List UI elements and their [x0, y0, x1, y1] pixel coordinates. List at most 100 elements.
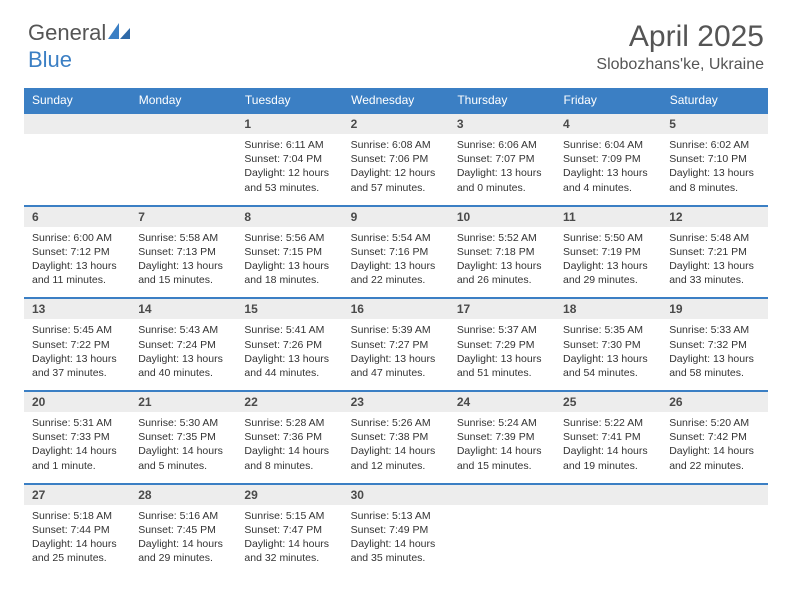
sunrise-label: Sunrise: 5:20 AM — [669, 416, 759, 430]
brand-logo: GeneralBlue — [28, 20, 132, 73]
day-number: 28 — [130, 485, 236, 505]
sunrise-label: Sunrise: 5:56 AM — [244, 231, 334, 245]
day-details: Sunrise: 5:41 AMSunset: 7:26 PMDaylight:… — [236, 319, 342, 390]
day-details — [661, 505, 767, 567]
dow-row: Sunday Monday Tuesday Wednesday Thursday… — [24, 88, 768, 113]
day-number: 21 — [130, 392, 236, 412]
daylight-label: Daylight: 13 hours and 47 minutes. — [351, 352, 441, 380]
sunset-label: Sunset: 7:09 PM — [563, 152, 653, 166]
day-cell: 20 Sunrise: 5:31 AMSunset: 7:33 PMDayligh… — [24, 391, 130, 484]
daylight-label: Daylight: 13 hours and 15 minutes. — [138, 259, 228, 287]
daylight-label: Daylight: 12 hours and 57 minutes. — [351, 166, 441, 194]
daylight-label: Daylight: 14 hours and 35 minutes. — [351, 537, 441, 565]
sunset-label: Sunset: 7:21 PM — [669, 245, 759, 259]
sunrise-label: Sunrise: 5:50 AM — [563, 231, 653, 245]
sunset-label: Sunset: 7:42 PM — [669, 430, 759, 444]
day-details: Sunrise: 5:20 AMSunset: 7:42 PMDaylight:… — [661, 412, 767, 483]
day-cell — [130, 113, 236, 206]
day-cell — [555, 484, 661, 576]
location-label: Slobozhans'ke, Ukraine — [596, 56, 764, 74]
daylight-label: Daylight: 13 hours and 0 minutes. — [457, 166, 547, 194]
calendar-table: Sunday Monday Tuesday Wednesday Thursday… — [24, 88, 768, 575]
sunset-label: Sunset: 7:07 PM — [457, 152, 547, 166]
day-number — [449, 485, 555, 505]
day-details: Sunrise: 5:28 AMSunset: 7:36 PMDaylight:… — [236, 412, 342, 483]
day-number — [555, 485, 661, 505]
daylight-label: Daylight: 14 hours and 25 minutes. — [32, 537, 122, 565]
day-number: 14 — [130, 299, 236, 319]
day-details: Sunrise: 5:24 AMSunset: 7:39 PMDaylight:… — [449, 412, 555, 483]
week-row: 6Sunrise: 6:00 AMSunset: 7:12 PMDaylight… — [24, 206, 768, 299]
day-cell: 8Sunrise: 5:56 AMSunset: 7:15 PMDaylight… — [236, 206, 342, 299]
daylight-label: Daylight: 14 hours and 22 minutes. — [669, 444, 759, 472]
day-cell: 28 Sunrise: 5:16 AMSunset: 7:45 PMDayligh… — [130, 484, 236, 576]
day-details: Sunrise: 6:04 AMSunset: 7:09 PMDaylight:… — [555, 134, 661, 205]
day-number: 16 — [343, 299, 449, 319]
day-details: Sunrise: 5:56 AMSunset: 7:15 PMDaylight:… — [236, 227, 342, 298]
sunrise-label: Sunrise: 6:04 AM — [563, 138, 653, 152]
dow-tuesday: Tuesday — [236, 88, 342, 113]
sunrise-label: Sunrise: 5:31 AM — [32, 416, 122, 430]
day-number: 15 — [236, 299, 342, 319]
day-cell: 23Sunrise: 5:26 AMSunset: 7:38 PMDayligh… — [343, 391, 449, 484]
sunrise-label: Sunrise: 5:26 AM — [351, 416, 441, 430]
sunset-label: Sunset: 7:13 PM — [138, 245, 228, 259]
sunset-label: Sunset: 7:12 PM — [32, 245, 122, 259]
day-cell: 24Sunrise: 5:24 AMSunset: 7:39 PMDayligh… — [449, 391, 555, 484]
day-number: 20 — [24, 392, 130, 412]
day-cell — [661, 484, 767, 576]
daylight-label: Daylight: 13 hours and 54 minutes. — [563, 352, 653, 380]
sunrise-label: Sunrise: 5:16 AM — [138, 509, 228, 523]
day-number — [661, 485, 767, 505]
daylight-label: Daylight: 14 hours and 12 minutes. — [351, 444, 441, 472]
day-number: 7 — [130, 207, 236, 227]
day-number: 5 — [661, 114, 767, 134]
page-title: April 2025 — [596, 20, 764, 54]
daylight-label: Daylight: 13 hours and 22 minutes. — [351, 259, 441, 287]
sunset-label: Sunset: 7:04 PM — [244, 152, 334, 166]
sunrise-label: Sunrise: 6:02 AM — [669, 138, 759, 152]
sail-icon — [106, 21, 132, 47]
day-number: 4 — [555, 114, 661, 134]
sunrise-label: Sunrise: 6:08 AM — [351, 138, 441, 152]
day-cell: 13Sunrise: 5:45 AMSunset: 7:22 PMDayligh… — [24, 298, 130, 391]
day-details: Sunrise: 5:26 AMSunset: 7:38 PMDaylight:… — [343, 412, 449, 483]
sunrise-label: Sunrise: 5:22 AM — [563, 416, 653, 430]
sunrise-label: Sunrise: 6:06 AM — [457, 138, 547, 152]
daylight-label: Daylight: 14 hours and 5 minutes. — [138, 444, 228, 472]
day-details: Sunrise: 5:45 AMSunset: 7:22 PMDaylight:… — [24, 319, 130, 390]
day-cell: 3Sunrise: 6:06 AMSunset: 7:07 PMDaylight… — [449, 113, 555, 206]
day-cell: 27Sunrise: 5:18 AMSunset: 7:44 PMDayligh… — [24, 484, 130, 576]
day-cell: 4Sunrise: 6:04 AMSunset: 7:09 PMDaylight… — [555, 113, 661, 206]
daylight-label: Daylight: 14 hours and 29 minutes. — [138, 537, 228, 565]
daylight-label: Daylight: 13 hours and 18 minutes. — [244, 259, 334, 287]
day-cell: 11Sunrise: 5:50 AMSunset: 7:19 PMDayligh… — [555, 206, 661, 299]
sunrise-label: Sunrise: 6:11 AM — [244, 138, 334, 152]
day-details: Sunrise: 5:33 AMSunset: 7:32 PMDaylight:… — [661, 319, 767, 390]
sunset-label: Sunset: 7:24 PM — [138, 338, 228, 352]
sunset-label: Sunset: 7:10 PM — [669, 152, 759, 166]
day-number: 29 — [236, 485, 342, 505]
day-number: 18 — [555, 299, 661, 319]
sunset-label: Sunset: 7:33 PM — [32, 430, 122, 444]
sunset-label: Sunset: 7:45 PM — [138, 523, 228, 537]
day-cell: 17Sunrise: 5:37 AMSunset: 7:29 PMDayligh… — [449, 298, 555, 391]
dow-wednesday: Wednesday — [343, 88, 449, 113]
sunset-label: Sunset: 7:27 PM — [351, 338, 441, 352]
sunrise-label: Sunrise: 5:13 AM — [351, 509, 441, 523]
day-details: Sunrise: 6:02 AMSunset: 7:10 PMDaylight:… — [661, 134, 767, 205]
sunrise-label: Sunrise: 5:33 AM — [669, 323, 759, 337]
day-number — [130, 114, 236, 134]
dow-saturday: Saturday — [661, 88, 767, 113]
day-cell: 25Sunrise: 5:22 AMSunset: 7:41 PMDayligh… — [555, 391, 661, 484]
daylight-label: Daylight: 14 hours and 15 minutes. — [457, 444, 547, 472]
day-cell: 16Sunrise: 5:39 AMSunset: 7:27 PMDayligh… — [343, 298, 449, 391]
daylight-label: Daylight: 14 hours and 1 minute. — [32, 444, 122, 472]
day-details: Sunrise: 5:39 AMSunset: 7:27 PMDaylight:… — [343, 319, 449, 390]
day-cell — [449, 484, 555, 576]
day-details: Sunrise: 6:11 AMSunset: 7:04 PMDaylight:… — [236, 134, 342, 205]
daylight-label: Daylight: 13 hours and 51 minutes. — [457, 352, 547, 380]
day-number: 27 — [24, 485, 130, 505]
day-cell: 18Sunrise: 5:35 AMSunset: 7:30 PMDayligh… — [555, 298, 661, 391]
daylight-label: Daylight: 14 hours and 8 minutes. — [244, 444, 334, 472]
